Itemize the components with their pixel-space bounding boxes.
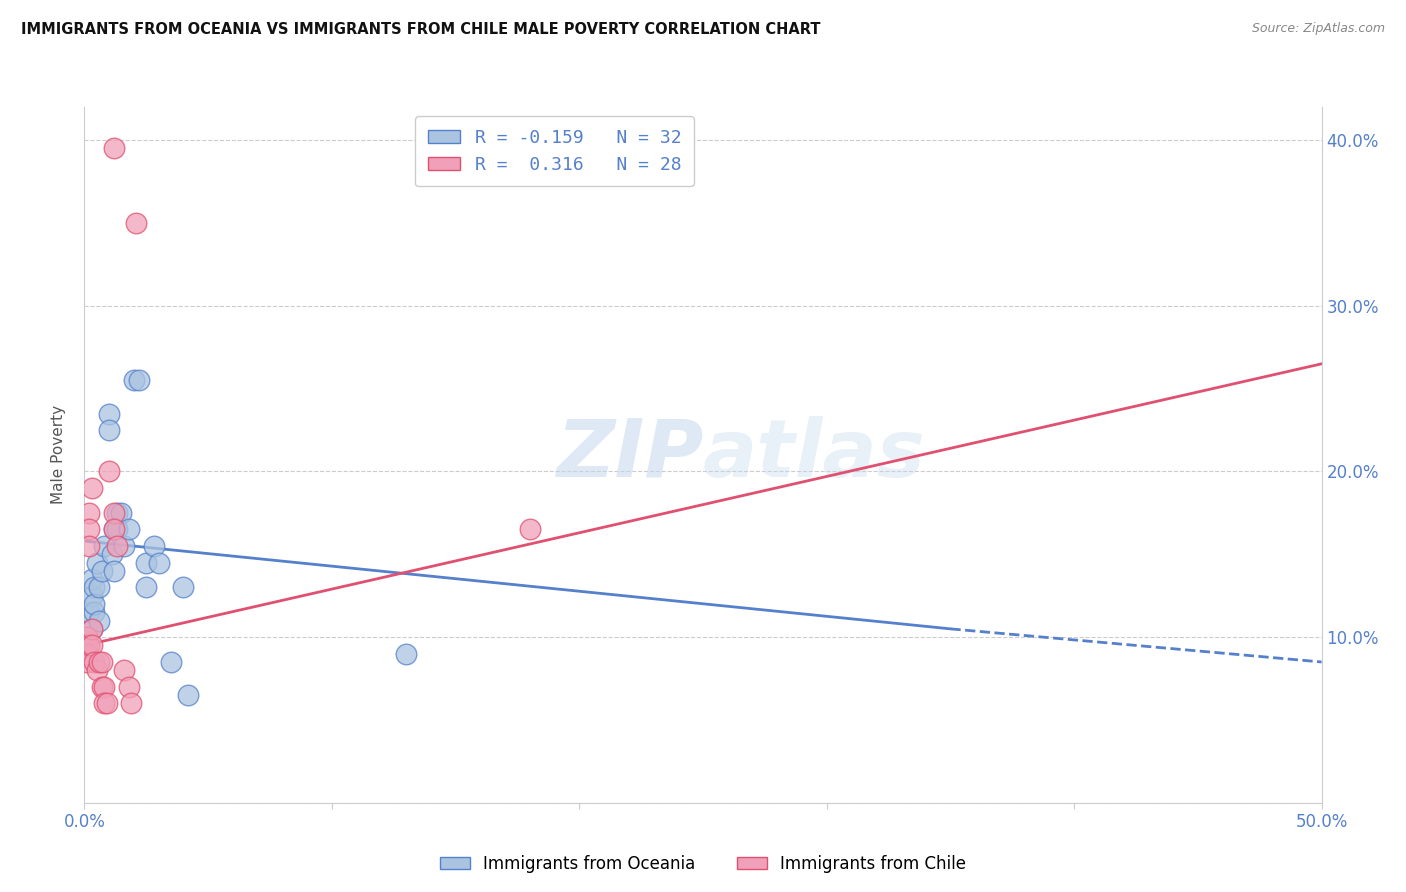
Text: ZIP: ZIP bbox=[555, 416, 703, 494]
Point bbox=[128, 373, 150, 387]
Point bbox=[76, 655, 98, 669]
Point bbox=[172, 581, 194, 595]
Point bbox=[125, 216, 148, 230]
Point bbox=[76, 630, 98, 644]
Point bbox=[93, 680, 115, 694]
Point bbox=[112, 539, 135, 553]
Point bbox=[86, 556, 108, 570]
Text: atlas: atlas bbox=[703, 416, 925, 494]
Point bbox=[83, 581, 105, 595]
Point bbox=[90, 655, 112, 669]
Point bbox=[519, 523, 541, 537]
Point bbox=[80, 589, 103, 603]
Point bbox=[160, 655, 183, 669]
Point bbox=[395, 647, 418, 661]
Legend: Immigrants from Oceania, Immigrants from Chile: Immigrants from Oceania, Immigrants from… bbox=[433, 848, 973, 880]
Point bbox=[148, 556, 170, 570]
Point bbox=[93, 539, 115, 553]
Point bbox=[103, 523, 125, 537]
Point bbox=[90, 680, 112, 694]
Point bbox=[80, 622, 103, 636]
Point bbox=[98, 465, 121, 479]
Point bbox=[118, 523, 141, 537]
Point bbox=[79, 523, 101, 537]
Point bbox=[80, 572, 103, 586]
Point bbox=[103, 523, 125, 537]
Point bbox=[177, 688, 200, 702]
Point bbox=[80, 622, 103, 636]
Point bbox=[103, 564, 125, 578]
Point bbox=[103, 141, 125, 155]
Point bbox=[76, 647, 98, 661]
Point bbox=[79, 605, 101, 619]
Point bbox=[142, 539, 165, 553]
Point bbox=[105, 539, 128, 553]
Legend: R = -0.159   N = 32, R =  0.316   N = 28: R = -0.159 N = 32, R = 0.316 N = 28 bbox=[415, 116, 695, 186]
Point bbox=[98, 423, 121, 437]
Point bbox=[79, 539, 101, 553]
Point bbox=[118, 680, 141, 694]
Point bbox=[103, 506, 125, 520]
Point bbox=[83, 597, 105, 611]
Point bbox=[79, 639, 101, 653]
Point bbox=[135, 556, 157, 570]
Point bbox=[96, 697, 118, 711]
Point bbox=[89, 655, 111, 669]
Point bbox=[90, 564, 112, 578]
Point bbox=[86, 663, 108, 677]
Text: Source: ZipAtlas.com: Source: ZipAtlas.com bbox=[1251, 22, 1385, 36]
Point bbox=[105, 506, 128, 520]
Point bbox=[83, 655, 105, 669]
Point bbox=[122, 373, 145, 387]
Y-axis label: Male Poverty: Male Poverty bbox=[51, 405, 66, 505]
Point bbox=[98, 407, 121, 421]
Point bbox=[110, 506, 132, 520]
Point bbox=[112, 663, 135, 677]
Point bbox=[79, 506, 101, 520]
Point bbox=[89, 581, 111, 595]
Point bbox=[80, 481, 103, 495]
Point bbox=[89, 614, 111, 628]
Point bbox=[76, 639, 98, 653]
Point bbox=[100, 547, 122, 561]
Point bbox=[105, 523, 128, 537]
Point bbox=[135, 581, 157, 595]
Point bbox=[120, 697, 142, 711]
Point bbox=[83, 605, 105, 619]
Point bbox=[80, 639, 103, 653]
Text: IMMIGRANTS FROM OCEANIA VS IMMIGRANTS FROM CHILE MALE POVERTY CORRELATION CHART: IMMIGRANTS FROM OCEANIA VS IMMIGRANTS FR… bbox=[21, 22, 821, 37]
Point bbox=[93, 697, 115, 711]
